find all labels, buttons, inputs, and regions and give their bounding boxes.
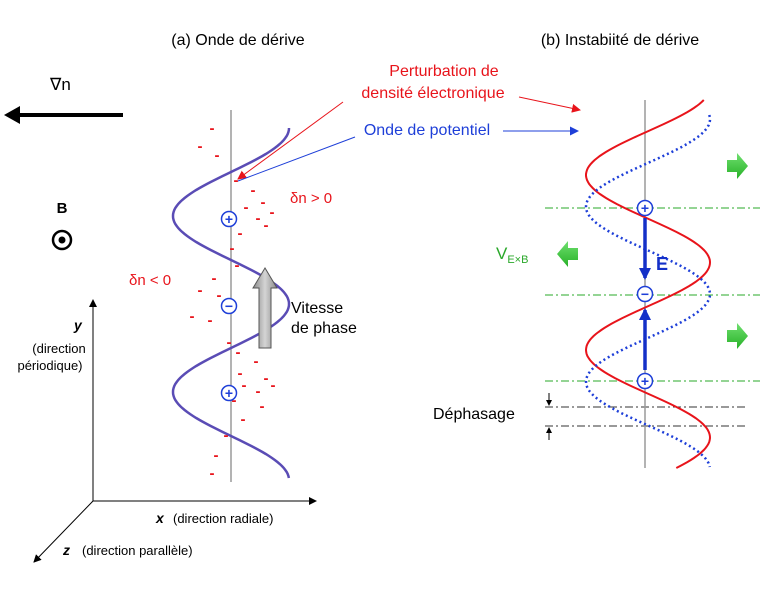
x-axis-var: x: [155, 510, 165, 526]
electron-mark: -: [270, 204, 275, 221]
y-axis-desc-line2: périodique): [17, 358, 82, 373]
electron-mark: -: [198, 282, 203, 299]
vexb-label: VE×B: [496, 244, 528, 266]
electron-mark: -: [227, 334, 232, 351]
electron-mark: -: [210, 120, 215, 137]
electron-mark: -: [260, 398, 265, 415]
electron-mark: -: [234, 172, 239, 189]
electron-mark: -: [238, 365, 243, 382]
panel-b-title: (b) Instabiité de dérive: [541, 32, 699, 49]
electron-mark: -: [235, 257, 240, 274]
electron-mark: -: [241, 411, 246, 428]
electron-mark: -: [212, 270, 217, 287]
electron-mark: -: [264, 370, 269, 387]
electron-mark: -: [254, 353, 259, 370]
electron-mark: -: [238, 225, 243, 242]
positive-potential-marker-circle: [636, 372, 654, 390]
x-axis-desc: (direction radiale): [173, 511, 273, 526]
electron-mark: -: [232, 392, 237, 409]
potential-wave-curve: [584, 114, 712, 468]
y-axis-desc-line1: (direction: [32, 341, 85, 356]
positive-potential-marker-sign: +: [225, 211, 233, 227]
electron-mark: -: [271, 377, 276, 394]
electron-mark: -: [261, 194, 266, 211]
electron-mark: -: [244, 199, 249, 216]
potential-wave-label: Onde de potentiel: [364, 122, 490, 139]
positive-potential-marker-sign: +: [641, 373, 649, 389]
electron-mark: -: [242, 377, 247, 394]
callout-pointer-density-a: [237, 101, 344, 180]
positive-potential-marker-circle: [220, 384, 238, 402]
electron-mark: -: [236, 344, 241, 361]
electron-mark: -: [224, 427, 229, 444]
positive-potential-marker-circle: [636, 199, 654, 217]
callout-pointer-density-b: [518, 96, 581, 113]
electron-mark: -: [264, 217, 269, 234]
positive-potential-marker-sign: +: [641, 200, 649, 216]
coordinate-axes: [33, 299, 317, 563]
positive-potential-marker-sign: +: [225, 385, 233, 401]
electron-mark: -: [217, 287, 222, 304]
negative-potential-marker-circle: [636, 285, 654, 303]
negative-potential-marker-sign: −: [225, 298, 233, 314]
b-field-label: B: [57, 200, 68, 217]
electron-marks: ------- --- ----- -- ----- -- --- -----: [190, 120, 276, 482]
electron-mark: -: [214, 447, 219, 464]
z-axis-desc: (direction parallèle): [82, 543, 193, 558]
b-field-out-of-page-icon: [51, 229, 73, 251]
exb-drift-arrow-left: [557, 241, 578, 267]
panel-a-title: (a) Onde de dérive: [171, 32, 305, 49]
panel-a-potential-markers: + − +: [220, 210, 238, 402]
electron-mark: -: [208, 312, 213, 329]
electron-mark: -: [256, 210, 261, 227]
perturbation-label-line2: densité électronique: [361, 85, 504, 102]
grad-n-arrow: [4, 106, 123, 124]
phase-shift-label: Déphasage: [433, 406, 515, 423]
electron-mark: -: [251, 182, 256, 199]
density-perturbation-curve: [584, 99, 712, 469]
phase-velocity-arrow: [252, 267, 278, 349]
y-axis-var: y: [73, 317, 83, 333]
electron-mark: -: [256, 383, 261, 400]
electron-mark: -: [210, 465, 215, 482]
drift-wave-curve: [171, 127, 291, 479]
e-field-label: E: [656, 254, 668, 274]
phase-velocity-label-line2: de phase: [291, 320, 357, 337]
electron-mark: -: [215, 147, 220, 164]
callout-pointer-potential-a: [237, 136, 356, 182]
dn-positive-label: δn > 0: [290, 190, 332, 207]
perturbation-label-line1: Perturbation de: [389, 63, 499, 80]
exb-drift-arrow-right-top: [727, 153, 748, 179]
negative-potential-marker-circle: [220, 297, 238, 315]
dn-negative-label: δn < 0: [129, 272, 171, 289]
exb-drift-arrow-right-bottom: [727, 323, 748, 349]
panel-b-potential-markers: + − +: [636, 199, 654, 390]
z-axis-var: z: [62, 542, 70, 558]
electron-mark: -: [198, 138, 203, 155]
electron-mark: -: [230, 240, 235, 257]
phase-velocity-label-line1: Vitesse: [291, 300, 343, 317]
positive-potential-marker-circle: [220, 210, 238, 228]
electron-mark: -: [190, 308, 195, 325]
grad-n-label: ∇n: [49, 75, 71, 94]
negative-potential-marker-sign: −: [641, 286, 649, 302]
